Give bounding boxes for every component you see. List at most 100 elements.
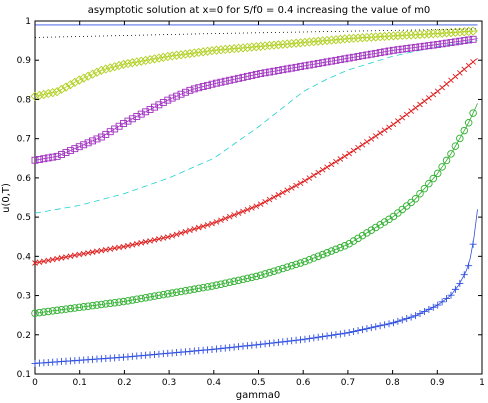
data-point (381, 127, 388, 134)
data-point (385, 320, 393, 328)
data-point (133, 113, 141, 120)
data-point (150, 292, 159, 300)
data-point (332, 56, 340, 64)
data-point (407, 313, 415, 321)
data-point (314, 252, 322, 261)
data-point (438, 163, 446, 171)
data-point (98, 247, 105, 254)
data-point (341, 329, 349, 337)
data-point (438, 298, 446, 306)
x-tick-label: 0.6 (296, 378, 311, 388)
data-point (140, 55, 151, 66)
data-point (393, 30, 403, 41)
data-point (403, 111, 410, 118)
data-point (460, 37, 468, 45)
data-point (448, 77, 454, 84)
data-point (261, 270, 269, 278)
data-point (195, 84, 203, 92)
data-point (229, 43, 239, 54)
data-point (199, 283, 207, 292)
data-point (341, 153, 348, 160)
data-point (226, 213, 233, 220)
data-point (45, 257, 52, 264)
data-point (318, 250, 327, 259)
data-point (225, 278, 234, 287)
data-point (461, 66, 468, 73)
data-point (146, 106, 154, 113)
data-point (264, 40, 275, 51)
data-point (199, 83, 207, 91)
data-point (230, 343, 238, 351)
data-point (439, 84, 445, 91)
data-point (133, 240, 140, 247)
data-point (195, 224, 202, 231)
data-point (239, 342, 247, 350)
data-point (208, 282, 216, 290)
data-point (292, 336, 300, 344)
series-line (34, 28, 478, 38)
data-point (345, 54, 353, 62)
data-point (266, 68, 273, 76)
data-point (167, 51, 177, 61)
data-point (295, 38, 306, 48)
data-point (110, 62, 120, 72)
data-point (441, 28, 452, 38)
data-point (451, 38, 459, 46)
data-point (443, 39, 451, 47)
data-point (262, 199, 268, 205)
data-point (291, 38, 301, 48)
data-point (230, 277, 238, 286)
data-point (243, 274, 252, 283)
data-point (168, 94, 176, 102)
data-point (129, 241, 136, 248)
data-point (248, 71, 256, 79)
x-tick-label: 0 (32, 378, 38, 388)
data-point (282, 39, 292, 49)
data-point (159, 99, 167, 106)
data-point (412, 104, 419, 111)
series-4 (31, 35, 478, 164)
y-tick-label: 0.4 (17, 252, 32, 262)
data-point (62, 149, 70, 156)
series-line (34, 40, 478, 214)
data-point (208, 80, 216, 88)
data-point (110, 298, 119, 307)
data-point (324, 164, 330, 170)
data-point (160, 235, 167, 241)
data-point (58, 255, 65, 261)
data-point (79, 73, 89, 83)
data-point (354, 53, 362, 60)
data-point (293, 182, 299, 189)
data-point (217, 78, 225, 86)
data-point (266, 339, 274, 347)
data-point (433, 28, 443, 39)
data-point (207, 46, 217, 56)
data-point (465, 62, 472, 69)
data-point (318, 36, 328, 46)
data-point (146, 293, 154, 301)
data-point (394, 46, 402, 54)
data-point (443, 81, 450, 87)
data-point (273, 40, 284, 50)
data-point (220, 44, 230, 55)
data-point (450, 27, 461, 37)
data-point (328, 161, 335, 168)
data-point (40, 155, 48, 163)
data-point (302, 177, 308, 184)
data-point (363, 325, 371, 333)
data-point (66, 147, 74, 155)
data-point (421, 98, 428, 105)
data-point (434, 301, 442, 309)
data-point (79, 303, 88, 311)
series-line (34, 209, 478, 364)
y-tick-label: 1 (25, 17, 31, 27)
data-point (187, 227, 193, 234)
data-point (142, 239, 149, 245)
data-point (198, 47, 208, 57)
data-point (300, 37, 310, 48)
data-point (456, 134, 464, 143)
data-point (386, 124, 392, 131)
data-point (266, 196, 273, 203)
data-point (407, 198, 415, 207)
data-point (217, 345, 225, 353)
